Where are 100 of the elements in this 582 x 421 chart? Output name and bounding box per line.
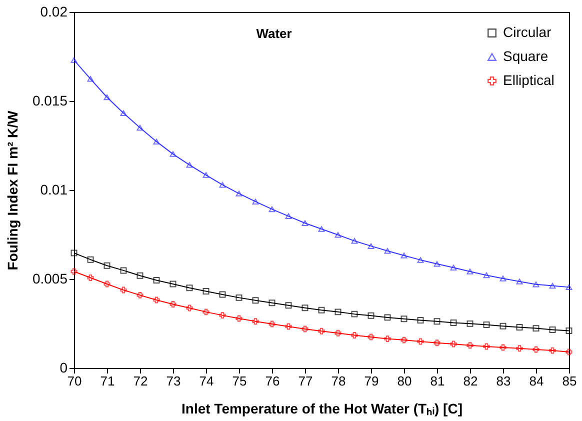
point <box>268 320 276 328</box>
point <box>186 304 193 312</box>
point <box>516 345 523 352</box>
point <box>219 291 226 298</box>
point <box>351 310 358 318</box>
point <box>202 308 210 316</box>
point <box>87 274 94 281</box>
point <box>153 138 160 144</box>
x-tick-label: 82 <box>463 374 478 388</box>
point <box>136 124 144 131</box>
point <box>384 336 391 342</box>
x-tick-label: 79 <box>364 374 379 388</box>
x-tick-label: 83 <box>496 374 511 388</box>
point <box>400 316 408 322</box>
y-tick-label: 0 <box>60 360 68 376</box>
point <box>236 190 242 196</box>
point <box>186 162 193 168</box>
point <box>285 323 292 330</box>
x-tick-label: 85 <box>562 374 577 388</box>
point <box>318 328 325 334</box>
point <box>500 344 506 351</box>
x-tick-label: 73 <box>166 374 181 388</box>
point <box>219 312 226 319</box>
point <box>400 252 408 258</box>
y-tick-label: 0.02 <box>40 4 68 20</box>
x-tick-label: 84 <box>529 374 544 388</box>
point <box>268 300 276 306</box>
point <box>236 315 242 322</box>
point <box>104 280 110 288</box>
point <box>351 238 358 244</box>
point <box>219 182 226 188</box>
point <box>252 318 259 325</box>
point <box>87 256 94 263</box>
point <box>120 286 127 294</box>
point <box>318 226 325 232</box>
point <box>532 325 540 332</box>
point <box>417 317 424 324</box>
point <box>532 281 540 288</box>
point <box>236 294 242 301</box>
point <box>450 320 457 326</box>
x-tick-label: 72 <box>133 374 148 388</box>
point <box>516 324 523 330</box>
point <box>334 308 342 316</box>
point <box>202 172 210 178</box>
point <box>170 151 176 157</box>
point <box>549 347 556 354</box>
point <box>302 326 308 332</box>
y-axis-title: Fouling Index FI m² K/W <box>4 110 20 270</box>
point <box>170 301 176 308</box>
x-tick-label: 77 <box>298 374 313 388</box>
point <box>104 262 110 269</box>
point <box>483 322 490 328</box>
point <box>70 250 78 256</box>
point <box>549 282 556 289</box>
point <box>566 328 572 334</box>
point <box>351 332 358 338</box>
legend-label: Square <box>503 48 548 64</box>
point <box>483 272 490 278</box>
x-tick-label: 80 <box>397 374 412 388</box>
point <box>434 340 440 346</box>
point <box>466 342 474 349</box>
y-tick-label: 0.005 <box>32 270 68 286</box>
x-tick-label: 70 <box>67 374 82 388</box>
point <box>434 261 440 267</box>
point <box>566 348 572 356</box>
point <box>268 206 276 212</box>
point <box>120 267 127 274</box>
point <box>318 306 325 314</box>
point <box>252 297 259 304</box>
point <box>285 302 292 309</box>
point <box>70 268 78 275</box>
point <box>417 257 424 263</box>
point <box>466 320 474 327</box>
point <box>104 94 110 100</box>
point <box>302 304 308 312</box>
point <box>136 292 144 298</box>
point <box>186 284 193 292</box>
legend-label: Circular <box>503 24 552 40</box>
legend-label: Elliptical <box>503 72 554 88</box>
annotation: Water <box>256 26 292 41</box>
point <box>566 284 572 290</box>
point <box>285 213 292 220</box>
x-tick-label: 71 <box>100 374 115 388</box>
point <box>202 288 210 295</box>
point <box>252 198 259 204</box>
x-tick-label: 74 <box>199 374 214 388</box>
point <box>434 318 440 325</box>
point <box>334 232 342 238</box>
point <box>450 340 457 348</box>
point <box>87 76 94 82</box>
point <box>466 268 474 274</box>
point <box>483 343 490 350</box>
point <box>170 280 176 288</box>
point <box>400 336 408 344</box>
point <box>368 334 374 340</box>
point <box>500 276 506 282</box>
point <box>532 346 540 353</box>
x-tick-label: 75 <box>232 374 247 388</box>
point <box>136 272 144 279</box>
y-tick-label: 0.015 <box>32 92 68 108</box>
